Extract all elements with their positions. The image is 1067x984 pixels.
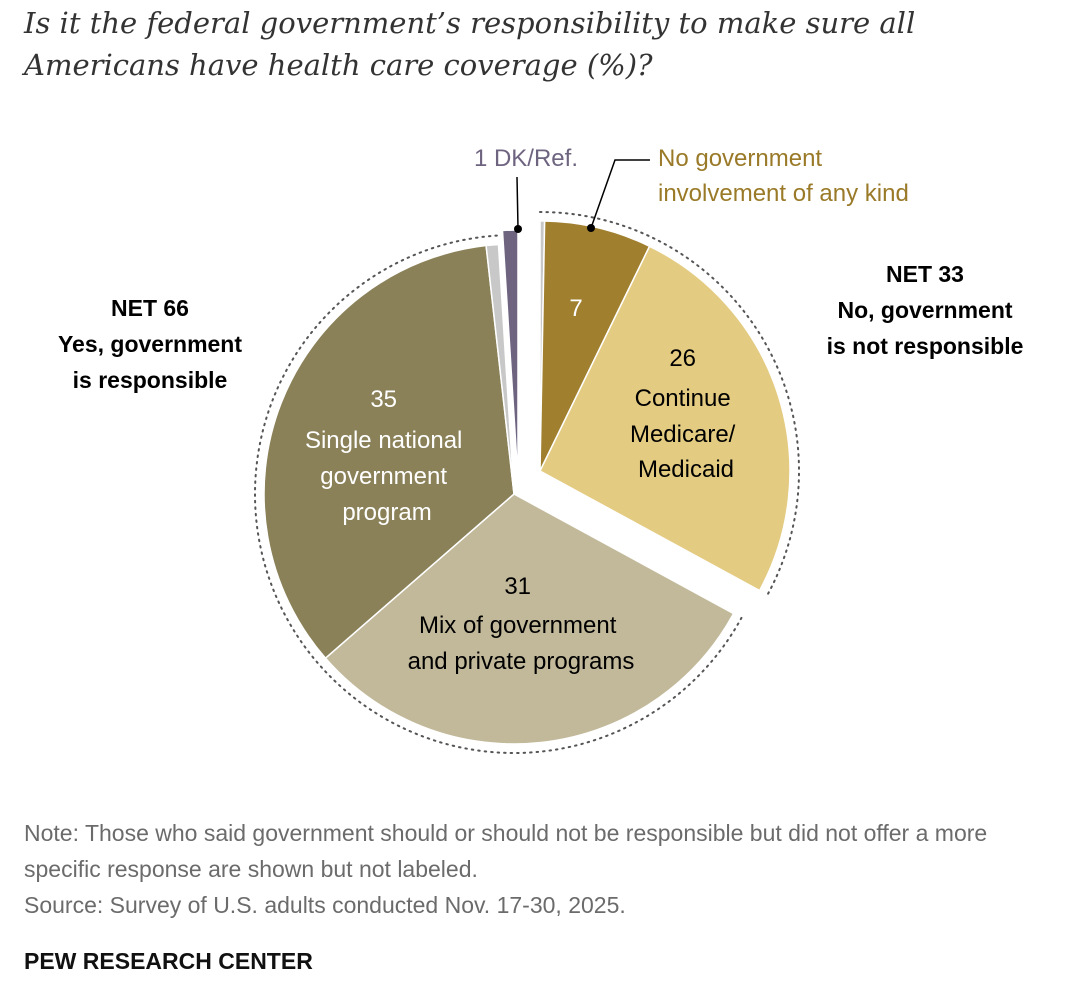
net-no-value: NET 33 — [886, 261, 964, 287]
pie-slice-single-national-government-program — [263, 244, 515, 660]
net-yes-value: NET 66 — [111, 295, 189, 321]
none-callout-label: No government involvement of any kind — [658, 145, 909, 207]
none-leader-line — [590, 159, 650, 229]
net-yes-label: NET 66 Yes, government is responsible — [30, 290, 270, 398]
source-text: Source: Survey of U.S. adults conducted … — [24, 892, 626, 918]
chart-title: Is it the federal government’s responsib… — [24, 6, 916, 82]
dk-leader-dot — [514, 225, 522, 233]
notes: Note: Those who said government should o… — [24, 815, 1064, 923]
single-label: 35 Single national government program — [305, 386, 469, 526]
net-no-bracket-arc — [539, 211, 800, 596]
note-text: Note: Those who said government should o… — [24, 820, 988, 882]
net-yes-text: is responsible — [72, 367, 228, 393]
pie-slice-mix-of-government-and-private-programs — [324, 493, 735, 745]
pie-slice-continue-medicare-medicaid — [539, 245, 791, 592]
net-no-label: NET 33 No, government is not responsible — [800, 256, 1050, 364]
brand-logo: PEW RESEARCH CENTER — [24, 948, 313, 974]
net-no-text: No, government — [837, 297, 1013, 323]
none-value-label: 7 — [569, 295, 582, 322]
mix-label: 31 Mix of government and private program… — [408, 573, 635, 675]
net-no-text: is not responsible — [826, 333, 1024, 359]
none-leader-dot — [587, 224, 595, 232]
dk-label: 1 DK/Ref. — [474, 145, 578, 172]
medicare-label: 26 Continue Medicare/ Medicaid — [630, 345, 742, 483]
pie-slice-unlabeled — [485, 243, 515, 495]
pie-slice-no-government-involvement-of-any-kind — [539, 220, 651, 472]
net-yes-bracket-arc — [254, 234, 743, 754]
net-yes-text: Yes, government — [57, 331, 243, 357]
dk-leader-line — [516, 176, 519, 229]
